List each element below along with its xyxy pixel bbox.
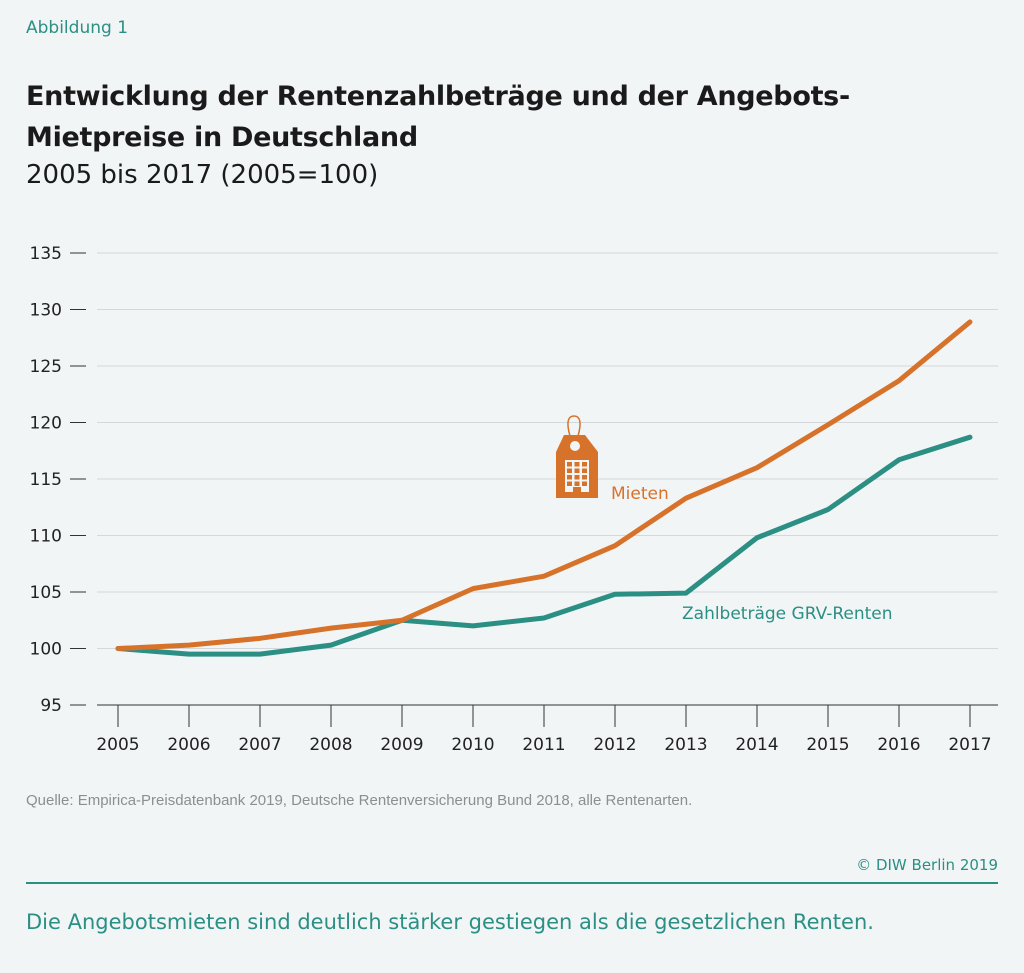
y-tick-label: 125 (30, 357, 62, 377)
x-tick-label: 2008 (309, 735, 352, 755)
x-tick-label: 2017 (948, 735, 991, 755)
divider (26, 882, 998, 884)
x-tick-label: 2016 (877, 735, 920, 755)
x-tick-label: 2015 (806, 735, 849, 755)
caption: Die Angebotsmieten sind deutlich stärker… (26, 910, 874, 934)
price-tag-building-icon (556, 415, 598, 498)
x-tick-label: 2011 (522, 735, 565, 755)
y-tick-label: 105 (30, 583, 62, 603)
series-label-mieten: Mieten (611, 484, 669, 504)
x-tick-label: 2009 (380, 735, 423, 755)
x-tick-label: 2013 (664, 735, 707, 755)
y-tick-label: 115 (30, 470, 62, 490)
y-tick-label: 95 (40, 696, 62, 716)
series-label-renten: Zahlbeträge GRV-Renten (682, 604, 893, 624)
series-line-mieten (115, 319, 973, 651)
source-note: Quelle: Empirica-Preisdatenbank 2019, De… (26, 792, 693, 809)
y-tick-label: 110 (30, 527, 62, 547)
x-tick-label: 2007 (238, 735, 281, 755)
copyright: © DIW Berlin 2019 (856, 856, 998, 874)
x-tick-label: 2010 (451, 735, 494, 755)
y-tick-label: 135 (30, 244, 62, 264)
y-tick-label: 100 (30, 640, 62, 660)
x-tick-label: 2006 (167, 735, 210, 755)
y-tick-label: 130 (30, 301, 62, 321)
x-tick-label: 2005 (96, 735, 139, 755)
x-tick-label: 2012 (593, 735, 636, 755)
figure-label: Abbildung 1 (26, 18, 129, 38)
x-tick-label: 2014 (735, 735, 778, 755)
chart-title: Entwicklung der Rentenzahlbeträge und de… (26, 81, 850, 153)
y-tick-label: 120 (30, 414, 62, 434)
chart-subtitle: 2005 bis 2017 (2005=100) (26, 160, 379, 190)
